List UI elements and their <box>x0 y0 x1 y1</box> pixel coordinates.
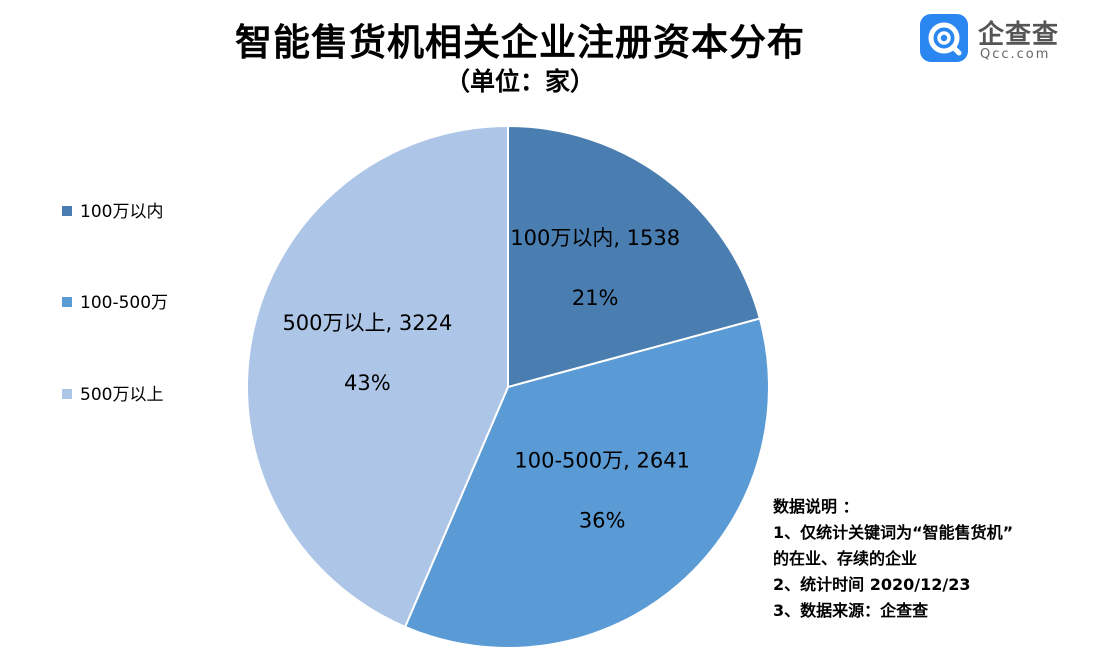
legend-item-3: 500万以上 <box>62 383 163 407</box>
data-notes: 数据说明 ： 1、仅统计关键词为“智能售货机” 的在业、存续的企业 2、统计时间… <box>773 494 1013 624</box>
legend-label-3: 500万以上 <box>80 385 164 405</box>
notes-line-3: 2、统计时间 2020/12/23 <box>773 575 971 594</box>
notes-heading: 数据说明 ： <box>773 497 859 516</box>
legend-item-1: 100万以内 <box>62 200 163 224</box>
legend-swatch-3 <box>62 389 72 399</box>
notes-line-4: 3、数据来源：企查查 <box>773 601 929 620</box>
slice-label-2: 100-500万, 2641 <box>514 448 690 472</box>
legend-label-2: 100-500万 <box>80 293 169 313</box>
legend-swatch-1 <box>62 206 72 216</box>
slice-percent-3: 43% <box>344 371 391 395</box>
legend-item-2: 100-500万 <box>62 291 168 315</box>
pie-slice-2 <box>403 317 770 649</box>
qcc-logo: 企查查 Qcc.com <box>920 14 1080 64</box>
slice-percent-1: 21% <box>572 286 619 310</box>
pie-slice-1 <box>507 124 762 389</box>
slice-label-3: 500万以上, 3224 <box>282 311 452 335</box>
chart-title: 智能售货机相关企业注册资本分布 <box>235 21 805 64</box>
logo-name: 企查查 <box>978 20 1060 50</box>
pie-slice-3 <box>245 124 509 629</box>
legend-swatch-2 <box>62 297 72 307</box>
qcc-logo-icon <box>920 14 968 62</box>
notes-line-1: 1、仅统计关键词为“智能售货机” <box>773 523 1014 542</box>
slice-label-1: 100万以内, 1538 <box>510 226 680 250</box>
notes-line-2: 的在业、存续的企业 <box>773 549 918 568</box>
slice-percent-2: 36% <box>579 508 626 532</box>
logo-subtext: Qcc.com <box>980 47 1051 62</box>
chart-subtitle: （单位：家） <box>444 67 595 96</box>
legend-label-1: 100万以内 <box>80 202 164 222</box>
